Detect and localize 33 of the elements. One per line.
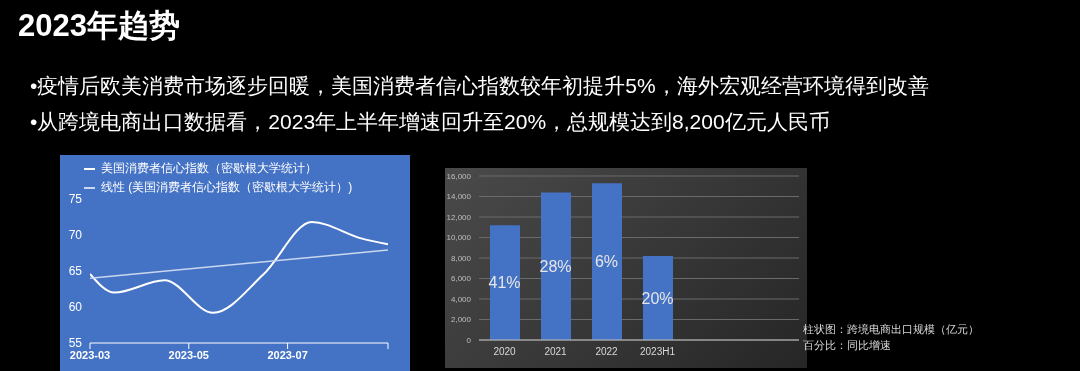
legend-label: 线性 (美国消费者信心指数（密歇根大学统计）): [101, 179, 353, 196]
text: •从跨境电商出口数据看，2023年上半年增速回升至20%，总规模达到8,200亿元人民币: [30, 109, 831, 135]
text: 2023年趋势: [18, 7, 181, 45]
bar: [592, 183, 622, 340]
y-tick-label: 6,000: [450, 274, 472, 284]
y-tick-label: 12,000: [446, 212, 472, 222]
y-tick-label: 55: [68, 336, 83, 351]
line-series: [90, 221, 388, 314]
text: 百分比：同比增速: [803, 338, 892, 353]
y-tick-label: 14,000: [446, 192, 472, 202]
x-tick-label: 2020: [493, 346, 517, 358]
x-tick-label: 2022: [595, 346, 619, 358]
y-tick-label: 4,000: [450, 294, 472, 304]
y-tick-label: 75: [68, 192, 83, 207]
legend-label: 美国消费者信心指数（密歇根大学统计）: [101, 160, 317, 177]
bar: [541, 192, 571, 340]
y-tick-label: 0: [466, 335, 472, 345]
x-tick-label: 2023H1: [639, 346, 676, 358]
text: 柱状图：跨境电商出口规模（亿元）: [803, 322, 979, 337]
x-tick-label: 2023-05: [168, 348, 209, 361]
y-tick-label: 2,000: [450, 315, 472, 325]
x-tick-label: 2021: [544, 346, 568, 358]
y-tick-label: 65: [68, 264, 83, 279]
text: •疫情后欧美消费市场逐步回暖，美国消费者信心指数较年初提升5%，海外宏观经营环境得到改善: [30, 73, 930, 99]
y-tick-label: 8,000: [450, 253, 472, 263]
y-tick-label: 10,000: [446, 233, 472, 243]
x-tick-label: 2023-07: [267, 348, 308, 361]
x-tick-label: 2023-03: [69, 348, 111, 361]
y-tick-label: 16,000: [446, 171, 472, 181]
y-tick-label: 60: [68, 300, 83, 315]
bar: [490, 225, 520, 340]
y-tick-label: 70: [68, 228, 83, 243]
annotation: 6%: [594, 253, 619, 271]
